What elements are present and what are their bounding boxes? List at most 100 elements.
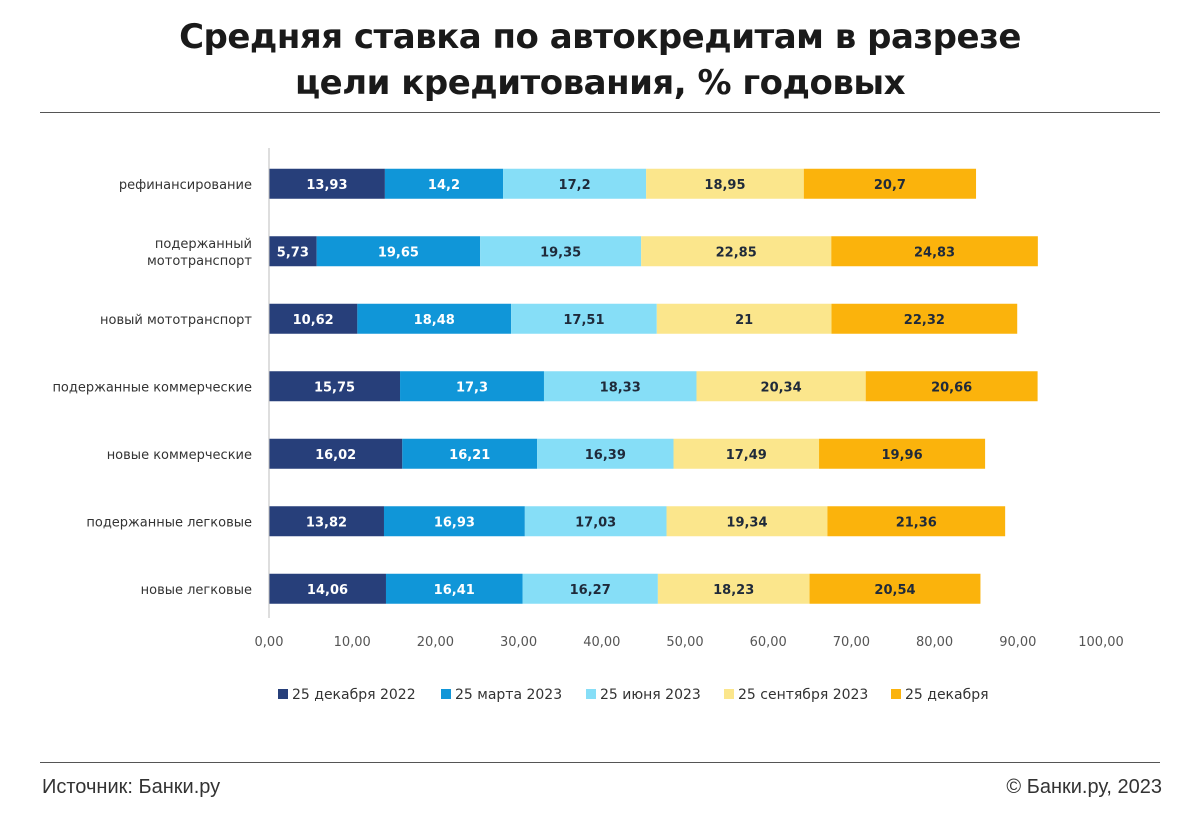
bar-segment bbox=[503, 168, 647, 199]
bar-segment bbox=[543, 371, 697, 402]
bar-segment bbox=[269, 303, 358, 334]
legend: 25 декабря 2022 25 марта 2023 25 июня 2023… bbox=[278, 687, 989, 703]
data-label: 17,51 bbox=[563, 313, 604, 328]
chart-title-line2: цели кредитования, % годовых bbox=[294, 63, 906, 103]
data-label: 16,93 bbox=[434, 515, 475, 530]
data-label: 15,75 bbox=[314, 380, 355, 395]
data-label: 17,2 bbox=[559, 178, 591, 193]
x-axis: 0,00 10,00 20,00 30,00 40,00 50,00 60,00 70,00 8… bbox=[255, 148, 1124, 650]
data-label: 14,2 bbox=[428, 178, 460, 193]
category-label: подержанные легковые bbox=[86, 515, 252, 530]
x-tick-label: 0,00 bbox=[255, 635, 284, 650]
data-label: 19,96 bbox=[882, 448, 923, 463]
data-label: 18,23 bbox=[713, 583, 754, 598]
bar-segment bbox=[269, 438, 403, 469]
bar-segment bbox=[269, 506, 384, 537]
legend-swatch bbox=[724, 689, 734, 699]
data-label: 24,83 bbox=[914, 245, 955, 260]
data-label: 16,41 bbox=[434, 583, 475, 598]
legend-label: 25 сентября 2023 bbox=[738, 687, 868, 703]
bar-segment bbox=[385, 573, 523, 604]
bar-segment bbox=[511, 303, 657, 334]
x-tick-label: 10,00 bbox=[334, 635, 371, 650]
bar-segment bbox=[656, 303, 832, 334]
bar-segment bbox=[673, 438, 820, 469]
data-label: 21 bbox=[735, 313, 753, 328]
bar-segment bbox=[384, 168, 504, 199]
data-label: 22,85 bbox=[716, 245, 757, 260]
category-label: подержанные коммерческие bbox=[52, 380, 252, 395]
data-label: 16,39 bbox=[585, 448, 626, 463]
legend-swatch bbox=[891, 689, 901, 699]
category-labels: рефинансирование подержанный мототранспорт… bbox=[52, 178, 252, 598]
bar-segment bbox=[269, 371, 401, 402]
copyright-note: © Банки.ру, 2023 bbox=[1006, 776, 1162, 798]
data-label: 19,34 bbox=[726, 515, 767, 530]
x-tick-label: 60,00 bbox=[750, 635, 787, 650]
data-label: 14,06 bbox=[307, 583, 348, 598]
bottom-divider bbox=[40, 762, 1160, 763]
x-tick-label: 90,00 bbox=[999, 635, 1036, 650]
data-label: 18,33 bbox=[600, 380, 641, 395]
bar-segment bbox=[696, 371, 866, 402]
bar-segment bbox=[831, 236, 1038, 267]
top-divider bbox=[40, 112, 1160, 113]
data-label: 21,36 bbox=[896, 515, 937, 530]
category-label: новый мототранспорт bbox=[100, 313, 252, 328]
data-label: 20,66 bbox=[931, 380, 972, 395]
data-label: 19,65 bbox=[378, 245, 419, 260]
legend-label: 25 декабря 2022 bbox=[292, 687, 416, 703]
data-label: 17,3 bbox=[456, 380, 488, 395]
category-label: подержанный bbox=[155, 237, 252, 252]
x-tick-label: 80,00 bbox=[916, 635, 953, 650]
source-note: Источник: Банки.ру bbox=[42, 776, 221, 798]
data-label: 13,82 bbox=[306, 515, 347, 530]
bars-layer: 13,93 14,2 17,2 18,95 20,7 5,73 19,65 19,35 22,8… bbox=[269, 168, 1038, 604]
legend-label: 25 декабря bbox=[905, 687, 989, 703]
x-tick-label: 20,00 bbox=[417, 635, 454, 650]
bar-segment bbox=[657, 573, 810, 604]
data-label: 13,93 bbox=[306, 178, 347, 193]
data-label: 18,95 bbox=[704, 178, 745, 193]
data-label: 17,03 bbox=[575, 515, 616, 530]
bar-segment bbox=[666, 506, 828, 537]
bar-segment bbox=[803, 168, 977, 199]
category-label: новые коммерческие bbox=[107, 448, 252, 463]
bar-segment bbox=[316, 236, 481, 267]
legend-label: 25 июня 2023 bbox=[600, 687, 701, 703]
chart-title: Средняя ставка по автокредитам в разрезе… bbox=[0, 14, 1200, 106]
data-label: 20,54 bbox=[874, 583, 915, 598]
bar-segment bbox=[402, 438, 538, 469]
bar-segment bbox=[269, 236, 317, 267]
bar-segment bbox=[400, 371, 544, 402]
data-label: 18,48 bbox=[414, 313, 455, 328]
bar-segment bbox=[641, 236, 832, 267]
bar-segment bbox=[809, 573, 981, 604]
bar-segment bbox=[357, 303, 512, 334]
x-tick-label: 100,00 bbox=[1078, 635, 1124, 650]
bar-segment bbox=[524, 506, 667, 537]
bar-segment bbox=[269, 573, 386, 604]
x-tick-label: 40,00 bbox=[583, 635, 620, 650]
bar-segment bbox=[537, 438, 674, 469]
bar-segment bbox=[865, 371, 1038, 402]
data-label: 16,27 bbox=[570, 583, 611, 598]
data-label: 5,73 bbox=[277, 245, 309, 260]
bar-segment bbox=[646, 168, 804, 199]
bar-segment bbox=[827, 506, 1006, 537]
bar-segment bbox=[522, 573, 658, 604]
category-label: новые легковые bbox=[141, 583, 252, 598]
legend-label: 25 марта 2023 bbox=[455, 687, 562, 703]
bar-segment bbox=[819, 438, 986, 469]
x-tick-label: 70,00 bbox=[833, 635, 870, 650]
data-label: 19,35 bbox=[540, 245, 581, 260]
category-label: мототранспорт bbox=[147, 254, 252, 269]
category-label: рефинансирование bbox=[119, 178, 252, 193]
stacked-bar-chart: 13,93 14,2 17,2 18,95 20,7 5,73 19,65 19,35 22,8… bbox=[52, 148, 1124, 703]
legend-swatch bbox=[278, 689, 288, 699]
chart-title-line1: Средняя ставка по автокредитам в разрезе bbox=[179, 17, 1021, 57]
bar-segment bbox=[383, 506, 525, 537]
x-tick-label: 50,00 bbox=[666, 635, 703, 650]
legend-swatch bbox=[586, 689, 596, 699]
data-label: 17,49 bbox=[726, 448, 767, 463]
